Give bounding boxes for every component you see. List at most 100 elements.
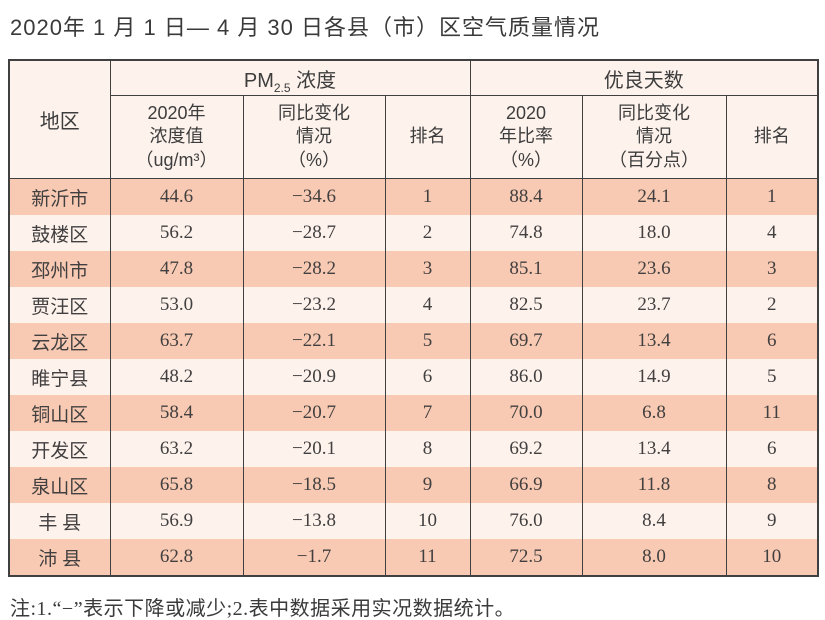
cell-pm-value: 65.8	[109, 467, 244, 503]
cell-pm-rank: 11	[384, 539, 471, 576]
cell-good-rank: 8	[725, 467, 819, 503]
cell-good-rank: 4	[725, 215, 819, 251]
cell-good-change: 23.7	[581, 287, 727, 323]
cell-region: 睢宁县	[8, 359, 111, 395]
cell-pm-change: −20.1	[242, 431, 386, 467]
cell-pm-change: −28.7	[242, 215, 386, 251]
cell-pm-rank: 10	[384, 503, 471, 539]
cell-good-rate: 66.9	[469, 467, 583, 503]
air-quality-table: 地区 PM2.5 浓度 优良天数 2020年 浓度值 （ug/m³） 同比变化 …	[8, 59, 820, 577]
cell-region: 贾汪区	[8, 287, 111, 323]
cell-region: 云龙区	[8, 323, 111, 359]
header-good-rank: 排名	[725, 95, 819, 179]
cell-pm-value: 62.8	[109, 539, 244, 576]
cell-region: 开发区	[8, 431, 111, 467]
cell-good-rate: 72.5	[469, 539, 583, 576]
table-row: 睢宁县 48.2 −20.9 6 86.0 14.9 5	[8, 359, 819, 395]
cell-good-change: 23.6	[581, 251, 727, 287]
cell-good-change: 14.9	[581, 359, 727, 395]
table-body: 新沂市 44.6 −34.6 1 88.4 24.1 1 鼓楼区 56.2 −2…	[8, 178, 819, 576]
cell-pm-change: −20.7	[242, 395, 386, 431]
cell-pm-value: 48.2	[109, 359, 244, 395]
sub-header-row: 2020年 浓度值 （ug/m³） 同比变化 情况 （%） 排名 2020 年比…	[9, 95, 819, 179]
cell-pm-change: −23.2	[242, 287, 386, 323]
cell-good-rank: 2	[725, 287, 819, 323]
header-good-rate: 2020 年比率 （%）	[469, 95, 583, 179]
footnote: 注:1.“−”表示下降或减少;2.表中数据采用实况数据统计。	[10, 598, 516, 620]
cell-pm-rank: 9	[384, 467, 471, 503]
cell-good-rank: 3	[725, 251, 819, 287]
cell-region: 丰 县	[8, 503, 111, 539]
cell-region: 邳州市	[8, 251, 111, 287]
header-group-good-days: 优良天数	[469, 60, 819, 96]
cell-good-change: 13.4	[581, 323, 727, 359]
cell-region: 泉山区	[8, 467, 111, 503]
cell-region: 铜山区	[8, 395, 111, 431]
cell-good-change: 18.0	[581, 215, 727, 251]
cell-good-rank: 11	[725, 395, 819, 431]
cell-region: 鼓楼区	[8, 215, 111, 251]
cell-good-rank: 10	[725, 539, 819, 576]
cell-pm-rank: 8	[384, 431, 471, 467]
cell-good-rate: 88.4	[469, 178, 583, 215]
table-row: 贾汪区 53.0 −23.2 4 82.5 23.7 2	[8, 287, 819, 323]
cell-pm-rank: 5	[384, 323, 471, 359]
cell-pm-value: 63.2	[109, 431, 244, 467]
cell-good-rank: 5	[725, 359, 819, 395]
cell-good-rate: 76.0	[469, 503, 583, 539]
cell-pm-rank: 4	[384, 287, 471, 323]
cell-pm-rank: 1	[384, 178, 471, 215]
cell-pm-value: 56.9	[109, 503, 244, 539]
cell-pm-change: −18.5	[242, 467, 386, 503]
cell-good-change: 6.8	[581, 395, 727, 431]
cell-good-rank: 1	[725, 178, 819, 215]
header-pm-change: 同比变化 情况 （%）	[242, 95, 386, 179]
cell-region: 沛 县	[8, 539, 111, 576]
table-row: 丰 县 56.9 −13.8 10 76.0 8.4 9	[8, 503, 819, 539]
group-header-row: 地区 PM2.5 浓度 优良天数	[8, 60, 819, 179]
cell-pm-rank: 3	[384, 251, 471, 287]
header-group-pm25: PM2.5 浓度	[109, 60, 471, 96]
cell-good-rate: 69.7	[469, 323, 583, 359]
cell-pm-rank: 2	[384, 215, 471, 251]
table-row: 铜山区 58.4 −20.7 7 70.0 6.8 11	[8, 395, 819, 431]
cell-pm-change: −1.7	[242, 539, 386, 576]
cell-good-change: 24.1	[581, 178, 727, 215]
cell-region: 新沂市	[8, 178, 111, 215]
cell-pm-change: −20.9	[242, 359, 386, 395]
table-row: 邳州市 47.8 −28.2 3 85.1 23.6 3	[8, 251, 819, 287]
cell-good-change: 8.4	[581, 503, 727, 539]
cell-pm-change: −34.6	[242, 178, 386, 215]
cell-pm-change: −13.8	[242, 503, 386, 539]
cell-good-rate: 69.2	[469, 431, 583, 467]
cell-pm-value: 47.8	[109, 251, 244, 287]
header-good-change: 同比变化 情况 （百分点）	[581, 95, 727, 179]
cell-good-rate: 82.5	[469, 287, 583, 323]
pm25-label-suffix: 浓度	[296, 69, 337, 92]
cell-good-rate: 86.0	[469, 359, 583, 395]
table-row: 沛 县 62.8 −1.7 11 72.5 8.0 10	[8, 539, 819, 576]
table-row: 新沂市 44.6 −34.6 1 88.4 24.1 1	[8, 178, 819, 215]
cell-good-change: 13.4	[581, 431, 727, 467]
cell-good-change: 11.8	[581, 467, 727, 503]
pm25-label-base: PM	[243, 69, 274, 92]
header-region: 地区	[8, 60, 111, 179]
cell-pm-change: −28.2	[242, 251, 386, 287]
page-title: 2020年 1 月 1 日— 4 月 30 日各县（市）区空气质量情况	[10, 15, 601, 40]
table-row: 泉山区 65.8 −18.5 9 66.9 11.8 8	[8, 467, 819, 503]
cell-pm-change: −22.1	[242, 323, 386, 359]
cell-pm-rank: 6	[384, 359, 471, 395]
cell-good-change: 8.0	[581, 539, 727, 576]
cell-good-rank: 9	[725, 503, 819, 539]
cell-pm-value: 58.4	[109, 395, 244, 431]
table-row: 云龙区 63.7 −22.1 5 69.7 13.4 6	[8, 323, 819, 359]
cell-good-rate: 70.0	[469, 395, 583, 431]
cell-pm-value: 44.6	[109, 178, 244, 215]
cell-pm-rank: 7	[384, 395, 471, 431]
table-row: 开发区 63.2 −20.1 8 69.2 13.4 6	[8, 431, 819, 467]
table-header: 地区 PM2.5 浓度 优良天数 2020年 浓度值 （ug/m³） 同比变化 …	[8, 60, 819, 179]
cell-good-rank: 6	[725, 431, 819, 467]
cell-good-rank: 6	[725, 323, 819, 359]
header-pm-rank: 排名	[384, 95, 471, 179]
